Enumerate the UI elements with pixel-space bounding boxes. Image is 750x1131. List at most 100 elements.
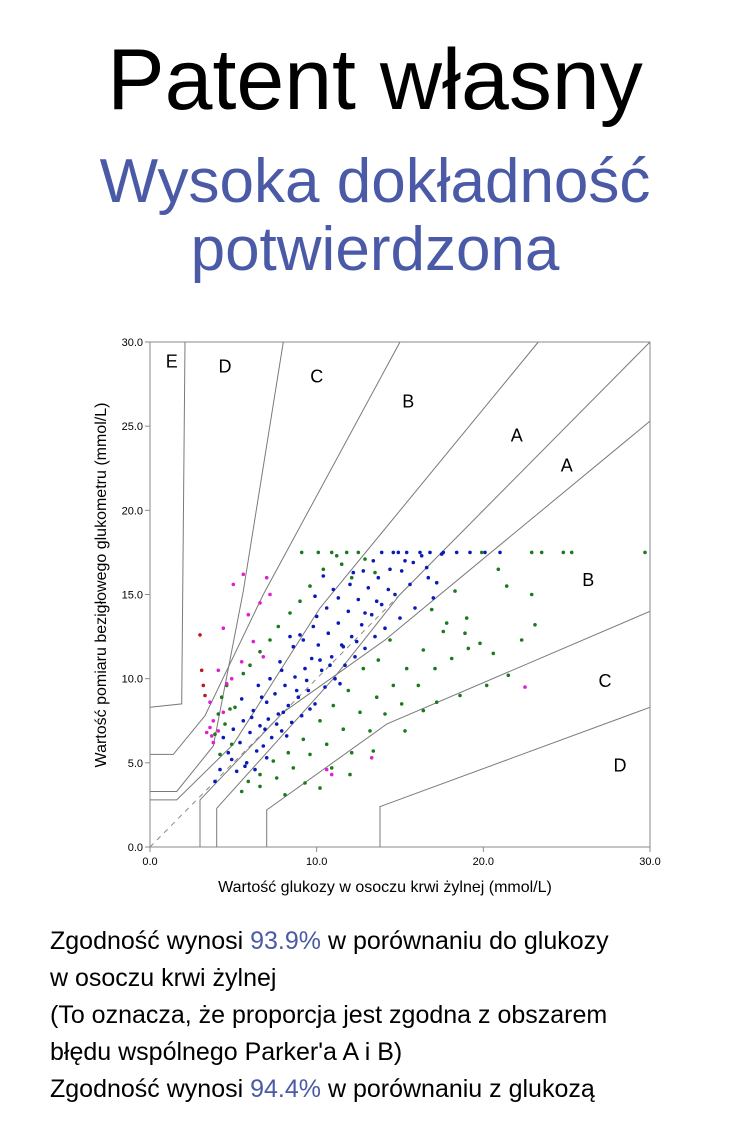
data-point-zone-C (268, 592, 272, 597)
zone-label: C (599, 671, 612, 691)
data-point-zone-B (286, 750, 291, 755)
data-point-zone-A (336, 596, 341, 600)
data-point-zone-A (356, 597, 361, 602)
data-point-zone-B (228, 707, 232, 711)
data-point-zone-C (251, 639, 256, 644)
data-point-zone-B (246, 779, 251, 784)
data-point-zone-B (283, 793, 287, 797)
data-point-zone-A (413, 606, 417, 610)
x-tick-label: 0.0 (142, 856, 157, 868)
data-point-zone-B (223, 722, 227, 726)
data-point-zone-C (246, 612, 251, 617)
y-tick-label: 15.0 (122, 590, 143, 602)
data-point-zone-B (464, 616, 469, 620)
data-point-zone-B (216, 712, 221, 716)
data-point-zone-B (258, 649, 262, 654)
data-point-zone-C (264, 575, 269, 580)
data-point-zone-B (233, 705, 237, 710)
summary-line-1: Zgodność wynosi 93.9% w porównaniu do gl… (50, 923, 740, 960)
data-point-zone-B (258, 772, 262, 777)
data-point-zone-C (369, 756, 374, 760)
data-point-zone-C (224, 681, 229, 686)
data-point-zone-A (348, 582, 352, 587)
data-point-zone-A (254, 749, 259, 753)
data-point-zone-B (496, 567, 501, 572)
data-point-zone-C (216, 729, 221, 733)
data-point-zone-B (258, 784, 262, 789)
data-point-zone-A (229, 757, 234, 762)
data-point-zone-C (221, 710, 226, 715)
data-point-zone-A (256, 683, 261, 688)
data-point-zone-A (313, 702, 317, 706)
data-point-zone-A (291, 644, 296, 649)
x-axis-ticks: 0.0 10.0 20.0 30.0 (142, 847, 661, 868)
data-point-zone-A (248, 730, 252, 735)
zone-boundary-line (150, 341, 284, 792)
data-point-zone-A (269, 735, 274, 740)
data-point-zone-B (298, 599, 302, 603)
data-point-zone-B (329, 766, 334, 770)
data-point-zone-A (376, 575, 381, 580)
data-point-zone-A (431, 596, 436, 600)
data-point-zone-A (363, 611, 367, 615)
data-point-zone-A (418, 550, 422, 555)
zone-labels: E D C B A A B C D (166, 351, 627, 775)
data-point-zone-A (276, 712, 281, 716)
data-point-zone-A (379, 602, 384, 607)
data-point-zone-B (329, 550, 334, 555)
summary-line-3: (To oznacza, że proporcja jest zgodna z … (50, 1001, 608, 1029)
zone-label: E (166, 351, 178, 371)
data-point-zone-A (289, 720, 294, 725)
data-point-zone-A (391, 550, 396, 555)
data-point-zone-A (293, 675, 297, 679)
data-point-zone-A (286, 703, 291, 708)
data-point-zone-B (334, 554, 339, 558)
data-point-zone-A (329, 655, 334, 659)
data-point-zone-B (399, 702, 404, 706)
data-point-zone-A (258, 724, 262, 728)
data-point-zone-B (348, 772, 352, 777)
data-point-zone-B (416, 683, 421, 688)
agreement-percent-venous: 93.9% (250, 927, 321, 955)
data-point-zone-A (371, 559, 376, 563)
data-point-zone-A (434, 580, 439, 585)
data-point-zone-A (309, 656, 314, 661)
data-point-zone-B (484, 683, 489, 688)
data-point-zone-C (241, 572, 246, 577)
data-point-zone-B (358, 710, 362, 715)
y-tick-label: 0.0 (128, 842, 143, 854)
data-point-zone-A (251, 708, 256, 713)
data-point-zone-A (279, 668, 284, 673)
data-point-zone-B (346, 688, 351, 693)
data-point-zone-A (313, 594, 317, 598)
data-point-zone-B (239, 789, 244, 794)
data-point-zone-A (261, 744, 266, 748)
data-point-zone-B (478, 641, 482, 646)
data-point-zone-D (198, 633, 202, 637)
data-point-zone-B (218, 752, 222, 757)
data-point-zone-A (311, 624, 316, 629)
data-point-zone-B (291, 766, 296, 770)
data-point-zone-A (284, 734, 289, 738)
y-axis-label: Wartość pomiaru bezigłowego glukometru (… (93, 403, 110, 768)
data-point-zone-D (203, 693, 207, 698)
data-point-zone-A (369, 612, 374, 617)
data-point-zone-B (371, 749, 376, 753)
data-point-zone-B (388, 638, 392, 642)
data-point-zone-A (308, 707, 312, 711)
x-tick-label: 30.0 (639, 856, 660, 868)
data-point-zone-B (341, 727, 346, 731)
data-point-zone-B (434, 700, 439, 704)
data-point-zone-A (338, 681, 342, 686)
data-point-zone-A (278, 660, 282, 664)
data-point-zone-B (324, 742, 329, 747)
data-point-zone-A (349, 634, 354, 639)
data-point-zone-B (533, 623, 537, 627)
summary-text-part: w porównaniu z glukozą (321, 1075, 595, 1103)
y-tick-label: 20.0 (122, 505, 143, 517)
zone-boundary-line (150, 341, 401, 755)
data-point-zone-B (561, 550, 566, 555)
data-point-zone-B (433, 666, 437, 671)
data-point-zone-A (323, 685, 327, 689)
data-point-zone-A (483, 550, 487, 555)
